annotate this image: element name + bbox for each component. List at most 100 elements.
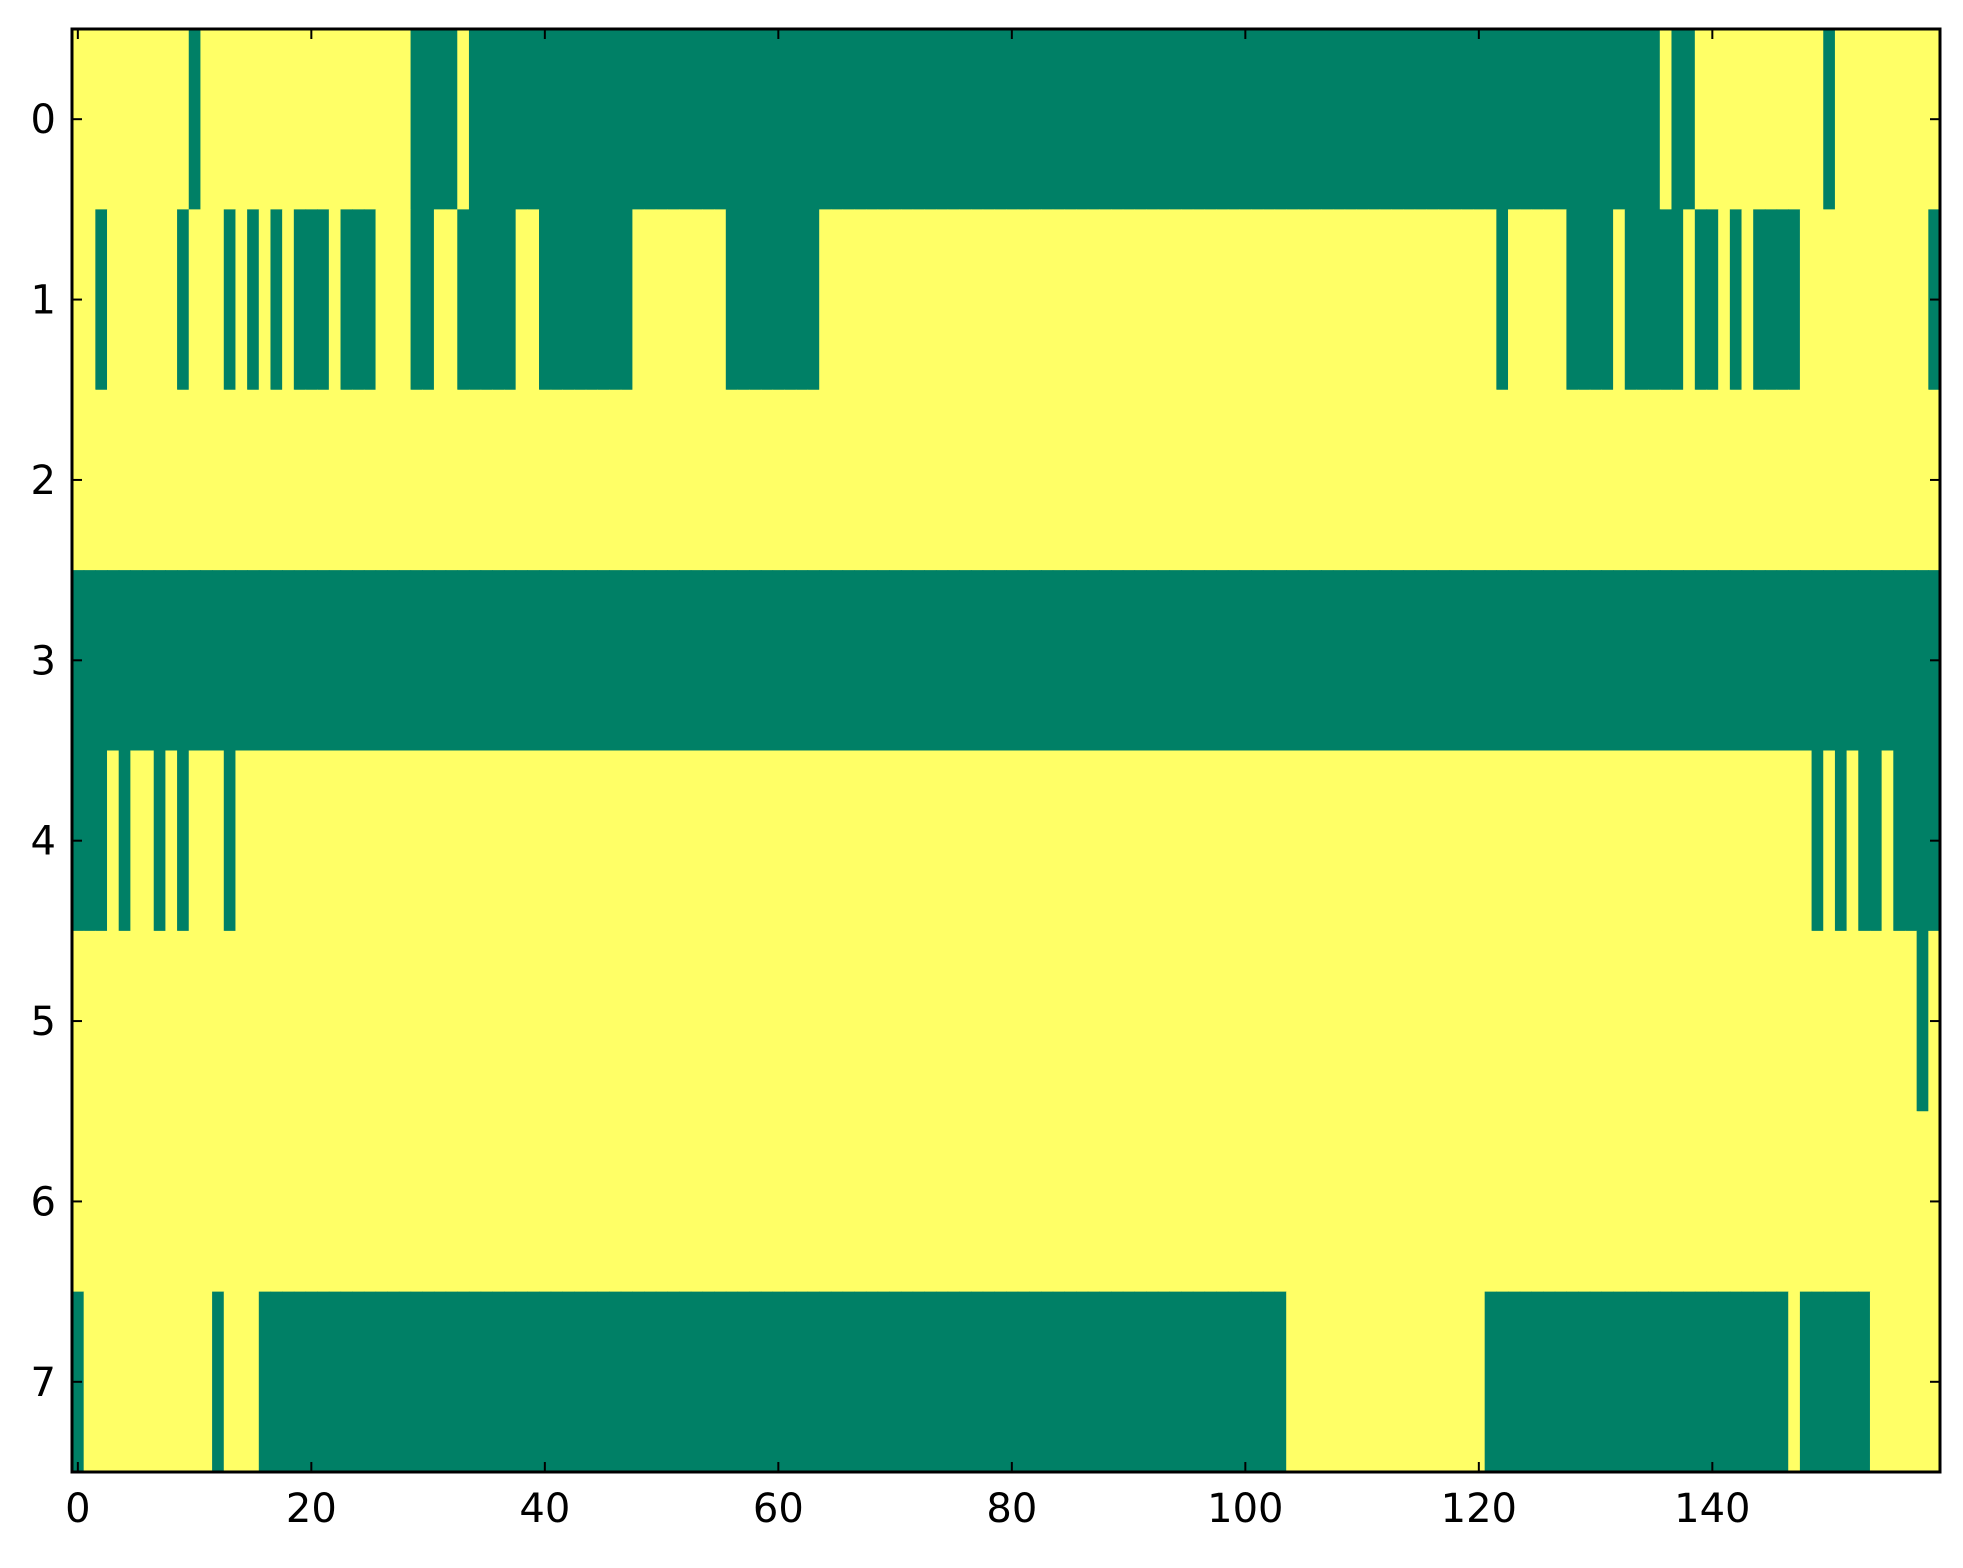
cell — [1052, 389, 1065, 571]
cell — [900, 389, 914, 571]
cell — [702, 1111, 715, 1293]
cell — [1239, 1111, 1252, 1293]
cell — [387, 209, 400, 391]
cell — [118, 750, 131, 932]
cell — [305, 930, 318, 1112]
cell — [1321, 29, 1334, 210]
cell — [1613, 750, 1626, 932]
cell — [760, 209, 774, 391]
cell — [1321, 930, 1334, 1112]
cell — [1601, 29, 1614, 210]
cell — [270, 750, 283, 932]
cell — [1741, 389, 1754, 571]
cell — [539, 570, 552, 752]
cell — [1846, 750, 1859, 932]
cell — [1216, 1291, 1229, 1473]
cell — [212, 389, 225, 571]
cell — [655, 1291, 669, 1473]
cell — [1706, 29, 1719, 210]
cell — [1858, 29, 1871, 210]
cell — [842, 930, 855, 1112]
cell — [1321, 570, 1334, 752]
cell — [212, 209, 225, 391]
cell — [877, 29, 890, 210]
cell — [679, 389, 692, 571]
cell — [597, 750, 610, 932]
x-tick-label: 120 — [1441, 1486, 1517, 1532]
cell — [597, 930, 610, 1112]
cell — [632, 389, 645, 571]
cell — [1006, 930, 1019, 1112]
cell — [807, 1111, 820, 1293]
cell — [247, 389, 260, 571]
cell — [492, 209, 505, 391]
cell — [1006, 29, 1019, 210]
cell — [1111, 209, 1124, 391]
cell — [1473, 1111, 1486, 1293]
y-tick-label: 1 — [31, 278, 56, 324]
cell — [1437, 1291, 1451, 1473]
cell — [725, 930, 739, 1112]
cell — [1402, 29, 1416, 210]
cell — [585, 570, 598, 752]
cell — [1344, 750, 1357, 932]
cell — [1519, 930, 1532, 1112]
cell — [900, 930, 914, 1112]
cell — [1706, 750, 1719, 932]
cell — [690, 750, 704, 932]
cell — [1496, 209, 1509, 391]
cell — [1332, 750, 1346, 932]
cell — [1227, 930, 1241, 1112]
cell — [1718, 570, 1731, 752]
cell — [702, 29, 715, 210]
cell — [188, 1291, 202, 1473]
cell — [223, 1111, 237, 1293]
cell — [574, 930, 587, 1112]
cell — [737, 1291, 750, 1473]
cell — [1589, 209, 1603, 391]
cell — [760, 29, 774, 210]
cell — [562, 1111, 575, 1293]
cell — [830, 930, 844, 1112]
cell — [515, 209, 528, 391]
cell — [1391, 209, 1404, 391]
cell — [363, 930, 377, 1112]
cell — [1029, 29, 1042, 210]
cell — [679, 29, 692, 210]
cell — [807, 750, 820, 932]
cell — [1554, 1291, 1567, 1473]
cell — [1146, 209, 1159, 391]
cell — [142, 389, 155, 571]
cell — [1566, 29, 1579, 210]
cell — [819, 389, 832, 571]
cell — [924, 29, 937, 210]
cell — [550, 750, 563, 932]
cell — [1426, 570, 1439, 752]
cell — [830, 389, 844, 571]
cell — [1671, 750, 1684, 932]
cell — [200, 570, 213, 752]
cell — [609, 29, 622, 210]
cell — [1204, 570, 1217, 752]
cell — [375, 1291, 388, 1473]
cell — [620, 209, 633, 391]
cell — [410, 389, 423, 571]
cell — [1543, 209, 1556, 391]
cell — [784, 570, 797, 752]
cell — [679, 1111, 692, 1293]
cell — [1461, 1291, 1474, 1473]
cell — [293, 930, 307, 1112]
cell — [900, 750, 914, 932]
cell — [1134, 1291, 1147, 1473]
cell — [1087, 209, 1100, 391]
cell — [527, 930, 540, 1112]
cell — [1192, 209, 1206, 391]
cell — [328, 1111, 342, 1293]
cell — [1379, 389, 1392, 571]
cell — [387, 389, 400, 571]
cell — [854, 570, 867, 752]
cell — [107, 29, 120, 210]
cell — [597, 1291, 610, 1473]
cell — [1671, 1111, 1684, 1293]
cell — [959, 1111, 972, 1293]
